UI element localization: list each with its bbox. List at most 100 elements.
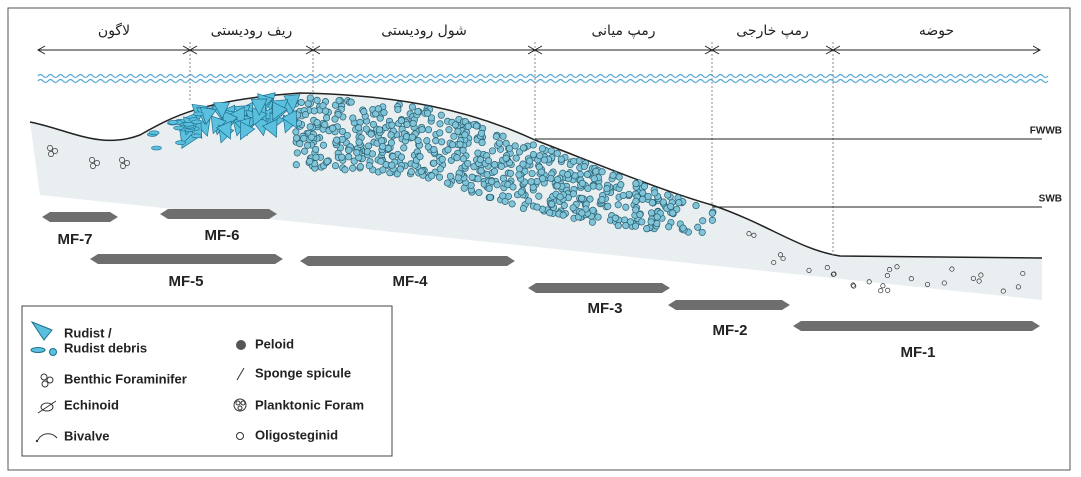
oligosteginid: [746, 231, 752, 237]
ooid: [675, 199, 683, 207]
ooid: [669, 209, 677, 217]
ooid: [590, 175, 598, 183]
ooid: [356, 163, 364, 171]
rudist: [239, 121, 256, 141]
ooid: [539, 175, 547, 183]
ooid: [323, 157, 331, 165]
arrowhead: [188, 45, 198, 55]
ooid: [360, 108, 368, 116]
ooid: [540, 156, 548, 164]
ooid: [553, 149, 561, 157]
ooid: [321, 121, 329, 129]
legend-icon: [35, 439, 39, 443]
oligosteginid: [806, 267, 812, 273]
ooid: [548, 200, 556, 208]
ooid: [537, 168, 545, 176]
legend-icon: [30, 320, 53, 341]
ooid: [464, 159, 472, 168]
ooid: [355, 138, 363, 146]
ooid: [446, 172, 454, 180]
ooid: [497, 162, 505, 170]
legend-label: Bivalve: [64, 428, 110, 443]
ooid: [529, 183, 537, 192]
oligosteginid: [908, 276, 914, 282]
ooid: [438, 155, 446, 163]
oligosteginid: [1015, 284, 1021, 290]
legend-icon: [40, 373, 54, 388]
ooid: [304, 141, 312, 149]
ooid: [454, 174, 462, 182]
zones: لاگون ریف رودیستی شول رودیستی رمپ میانی رمپ …: [36, 22, 1042, 255]
arrowhead: [36, 45, 46, 55]
foram: [90, 163, 96, 169]
ooid: [387, 139, 396, 147]
ooid: [436, 165, 444, 173]
rudist-debris: [175, 140, 186, 145]
rudist-debris: [151, 145, 162, 151]
ooid: [583, 170, 591, 178]
rudist: [272, 101, 288, 121]
ooid: [341, 166, 349, 174]
ooid: [653, 213, 661, 221]
rudist: [283, 94, 301, 112]
facies-bar: [793, 321, 1040, 331]
ooid: [387, 131, 395, 139]
ooid: [444, 146, 452, 154]
level-label: SWB: [1039, 194, 1062, 205]
water-surface: [37, 73, 1049, 79]
ooid: [468, 173, 476, 181]
ooid: [609, 171, 617, 179]
ooid: [333, 136, 341, 144]
facies-bar: [300, 256, 515, 266]
ooid: [377, 157, 385, 165]
ooid: [643, 225, 651, 233]
ooid: [407, 168, 415, 176]
ooid: [614, 222, 622, 230]
ooid: [423, 137, 431, 145]
facies-bar: [42, 212, 118, 222]
oligosteginid: [880, 283, 886, 289]
ooid: [323, 114, 331, 122]
ooid: [368, 150, 377, 158]
ooid: [708, 216, 716, 224]
ooid: [313, 96, 321, 104]
ooid: [694, 223, 702, 231]
ooid: [604, 202, 612, 210]
rudist: [216, 120, 232, 140]
ooid: [306, 157, 314, 165]
grains: [47, 92, 1026, 294]
frame: [7, 7, 1071, 471]
facies-label: MF-2: [713, 322, 748, 339]
rudist-debris: [193, 111, 204, 117]
ooid: [436, 129, 444, 137]
ooid: [546, 209, 554, 217]
ooid: [679, 224, 687, 232]
ooid: [313, 119, 321, 127]
ooid: [436, 120, 444, 128]
ooid: [519, 144, 527, 152]
zone-label: ریف رودیستی: [211, 23, 293, 39]
ooid: [508, 200, 516, 208]
ooid: [331, 115, 339, 123]
ooid: [319, 141, 328, 149]
oligosteginid: [924, 281, 931, 287]
ooid: [488, 147, 497, 155]
ooid: [631, 222, 640, 230]
ooid: [456, 140, 464, 148]
ooid: [640, 182, 649, 190]
ooid: [499, 192, 507, 200]
ooid: [564, 171, 572, 179]
ooid: [409, 119, 417, 127]
ooid: [492, 132, 500, 141]
ooid: [464, 122, 472, 130]
oligosteginid: [824, 265, 830, 271]
legend-label: Echinoid: [64, 397, 119, 412]
ooid: [519, 204, 527, 213]
ooid: [529, 141, 537, 149]
ooid: [310, 107, 318, 115]
foram: [94, 160, 100, 166]
ooid: [345, 146, 353, 154]
rudist: [281, 109, 298, 129]
rudist-debris: [148, 130, 160, 136]
legend-icon: [236, 367, 245, 381]
